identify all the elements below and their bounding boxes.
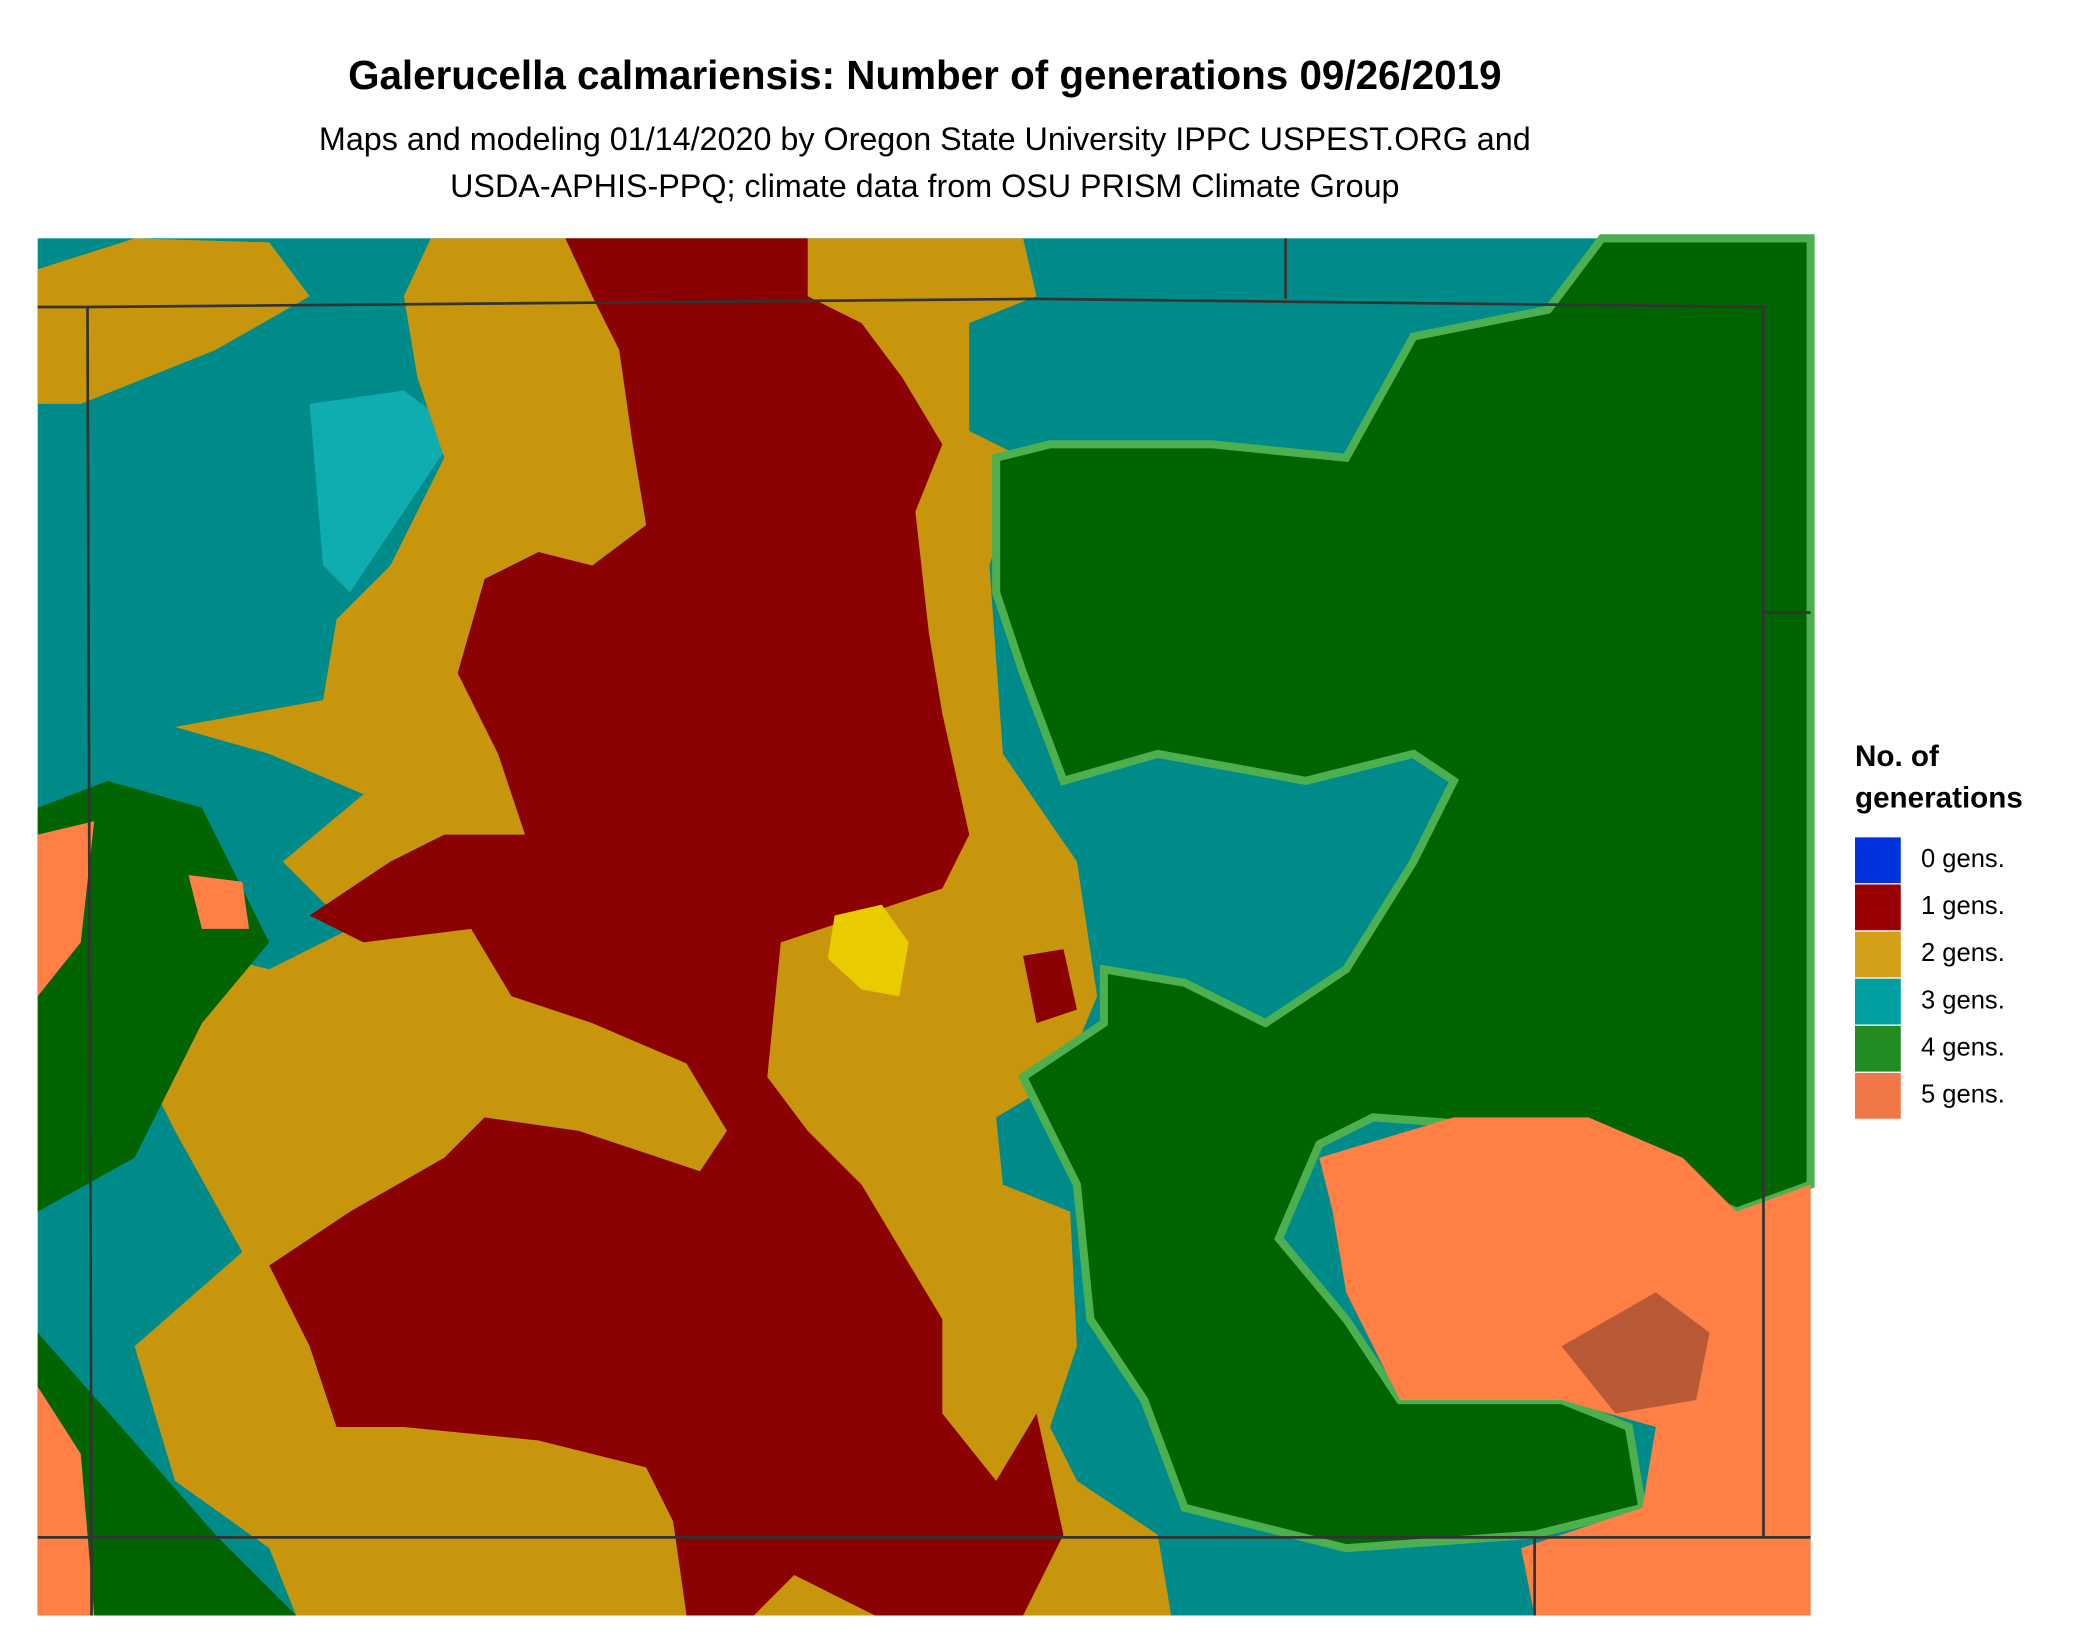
- legend-title: generations: [1855, 782, 2023, 815]
- legend-label: 0 gens.: [1921, 845, 2005, 873]
- title: Galerucella calmariensis: Number of gene…: [348, 52, 1501, 98]
- legend-label: 4 gens.: [1921, 1033, 2005, 1061]
- region-5-gens-dark: [1561, 1292, 1710, 1414]
- legend-swatch: [1855, 837, 1901, 884]
- region-4-gens: [37, 1332, 297, 1616]
- legend-title: No. of: [1855, 740, 1939, 773]
- region-5-gens: [37, 821, 95, 997]
- legend-label: 3 gens.: [1921, 986, 2005, 1014]
- region-5-gens: [188, 875, 250, 929]
- subtitle: USDA-APHIS-PPQ; climate data from OSU PR…: [450, 168, 1399, 204]
- region-4-gens: [992, 234, 1815, 1553]
- legend: No. of generations 0 gens. 1 gens. 2 gens.…: [1855, 740, 2023, 1119]
- legend-swatch: [1855, 931, 1901, 978]
- legend-swatch: [1855, 978, 1901, 1025]
- region-1-gens: [1023, 949, 1077, 1024]
- legend-swatch: [1855, 1072, 1901, 1119]
- state-border: [37, 238, 1811, 1616]
- region-5-gens: [37, 1386, 95, 1616]
- region-2-gens-light: [827, 904, 909, 997]
- region-5-gens: [1319, 1117, 1811, 1616]
- map: [37, 234, 1815, 1616]
- legend-label: 2 gens.: [1921, 939, 2005, 967]
- region-3-gens-light: [309, 390, 458, 593]
- legend-label: 5 gens.: [1921, 1081, 2005, 1109]
- legend-swatch: [1855, 1025, 1901, 1072]
- region-1-gens: [269, 238, 1064, 1616]
- region-2-gens: [37, 238, 310, 404]
- legend-swatch: [1855, 884, 1901, 931]
- subtitle: Maps and modeling 01/14/2020 by Oregon S…: [319, 121, 1531, 157]
- legend-label: 1 gens.: [1921, 892, 2005, 920]
